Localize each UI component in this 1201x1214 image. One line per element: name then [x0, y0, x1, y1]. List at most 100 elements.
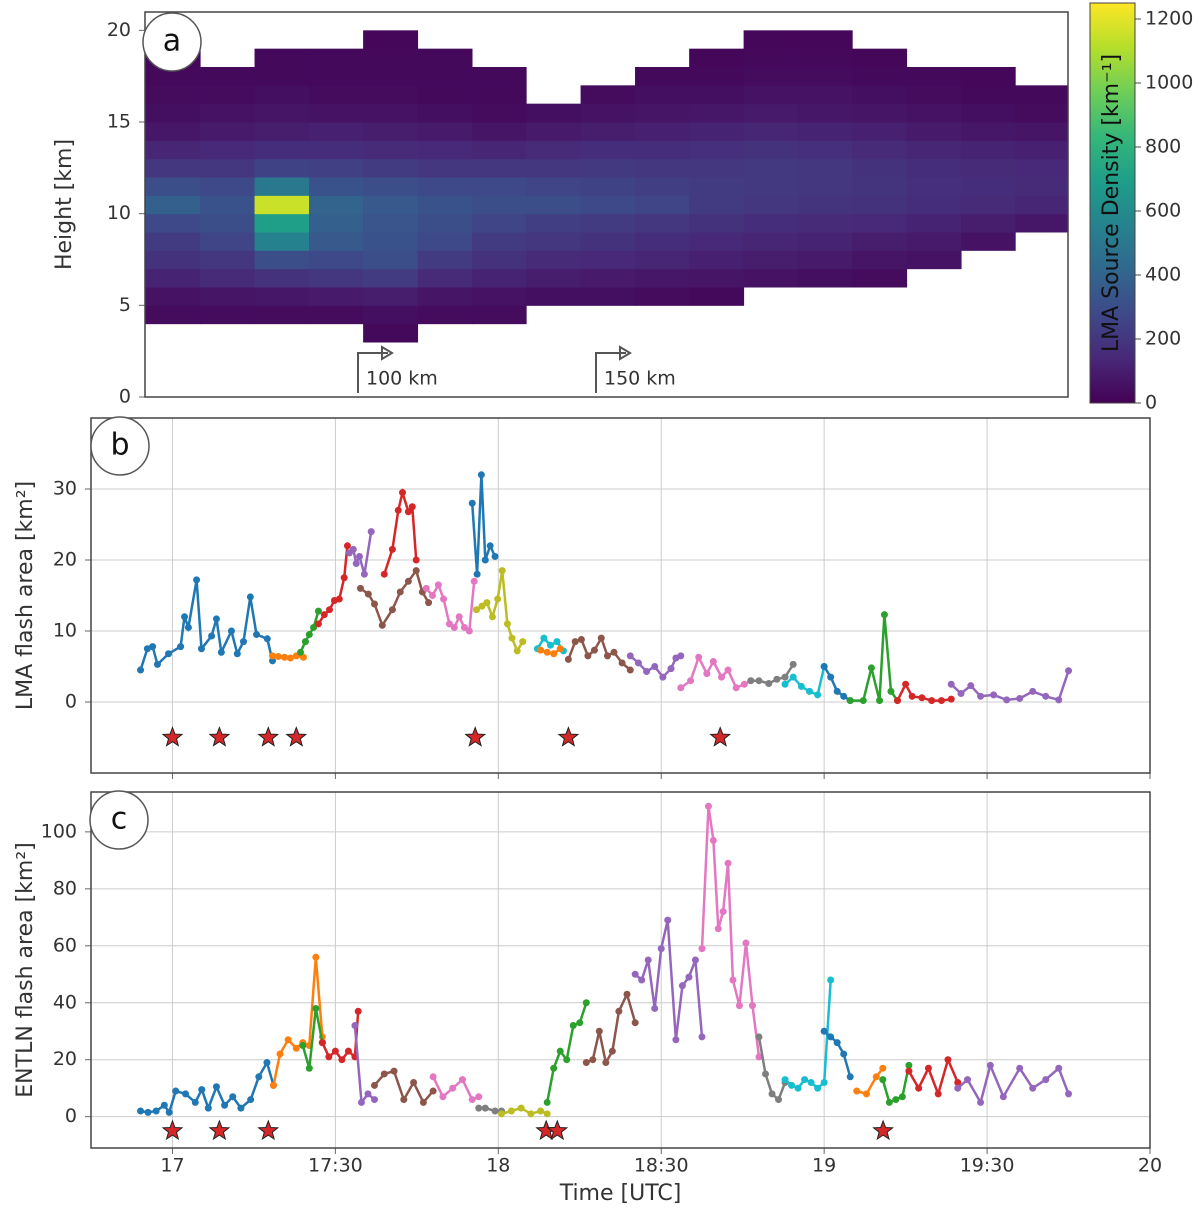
point [755, 1033, 763, 1041]
heat-cell [906, 250, 962, 270]
heat-cell [254, 48, 310, 68]
point [937, 697, 945, 705]
point [827, 673, 835, 681]
point [450, 623, 458, 631]
heat-cell [417, 305, 473, 325]
y-tick-label: 10 [53, 620, 77, 642]
point [954, 1084, 962, 1092]
point [473, 570, 481, 578]
point [589, 1056, 597, 1064]
y-axis-label: LMA flash area [km²] [13, 481, 38, 710]
panel: 0 10 20 30 LMA flash area [km²] b [13, 416, 1151, 779]
heat-cell [635, 140, 690, 160]
point [1016, 694, 1024, 702]
point [709, 658, 717, 666]
heat-cell [254, 158, 310, 178]
point [747, 677, 755, 685]
heat-cell [852, 122, 908, 141]
heat-cell [906, 122, 962, 141]
point [455, 613, 463, 621]
point [1003, 696, 1011, 704]
point [846, 697, 854, 705]
event-star [464, 726, 487, 747]
annotation: 100 km [366, 368, 438, 390]
heat-cell [689, 268, 745, 288]
point [685, 973, 693, 981]
heat-cell [689, 158, 745, 178]
x-tick-label: 17:30 [308, 1155, 363, 1177]
point [255, 1073, 263, 1081]
point [876, 697, 884, 705]
heat-cell [743, 85, 799, 105]
heat-cell [254, 103, 310, 123]
x-tick-label: 17 [160, 1155, 184, 1177]
point [986, 1061, 994, 1069]
point [364, 1090, 372, 1098]
point [149, 643, 157, 651]
heat-cell [200, 213, 256, 233]
heat-cell [308, 158, 364, 178]
heat-cell [689, 67, 745, 86]
heat-cell [961, 67, 1016, 86]
series-line [353, 1025, 376, 1106]
heat-cell [145, 268, 201, 288]
point [571, 638, 579, 646]
x-tick-label: 18:30 [634, 1155, 689, 1177]
heat-cell [363, 122, 419, 141]
point [181, 1090, 189, 1098]
point [1029, 687, 1037, 695]
event-star [872, 1119, 894, 1141]
point [657, 945, 665, 953]
heat-cell [472, 250, 527, 270]
point [276, 1050, 284, 1058]
point [388, 545, 396, 553]
point [460, 623, 468, 631]
heat-cell [145, 213, 201, 233]
heat-cell [308, 140, 364, 160]
point [340, 574, 348, 582]
point [440, 595, 448, 603]
heat-cell [798, 48, 853, 68]
y-tick-label: 40 [53, 991, 77, 1013]
heat-cell [145, 287, 201, 306]
point [762, 1070, 770, 1078]
heat-cell [254, 232, 310, 251]
heat-cell [635, 122, 690, 141]
panel-label-circle [90, 416, 150, 476]
point [643, 667, 651, 675]
point [853, 1087, 861, 1095]
point [590, 646, 598, 654]
panel-label-circle [89, 790, 149, 850]
heat-cell [417, 67, 473, 86]
heat-cell [743, 103, 799, 123]
event-star [161, 726, 184, 747]
heat-cell [961, 213, 1016, 233]
heat-cell [798, 85, 853, 105]
point [468, 499, 476, 507]
point [468, 1096, 476, 1104]
heat-cell [906, 140, 962, 160]
series-line [680, 654, 752, 690]
heat-cell [798, 67, 853, 86]
point [797, 682, 805, 690]
heat-cell [1015, 140, 1069, 160]
point [419, 1098, 427, 1106]
point [603, 652, 611, 660]
heat-cell [145, 122, 201, 141]
heat-cell [417, 213, 473, 233]
heat-cell [363, 195, 419, 215]
series-line [784, 666, 826, 697]
heat-cell [472, 268, 527, 288]
heat-cell [580, 232, 636, 251]
heat-cell [472, 195, 527, 215]
heat-cell [798, 158, 853, 178]
point [305, 1064, 313, 1072]
point [729, 976, 737, 984]
point [724, 666, 732, 674]
point [789, 660, 797, 668]
heat-cell [798, 232, 853, 251]
heat-cell [200, 85, 256, 105]
heat-cell [417, 232, 473, 251]
point [947, 695, 955, 703]
heat-cell [526, 213, 582, 233]
